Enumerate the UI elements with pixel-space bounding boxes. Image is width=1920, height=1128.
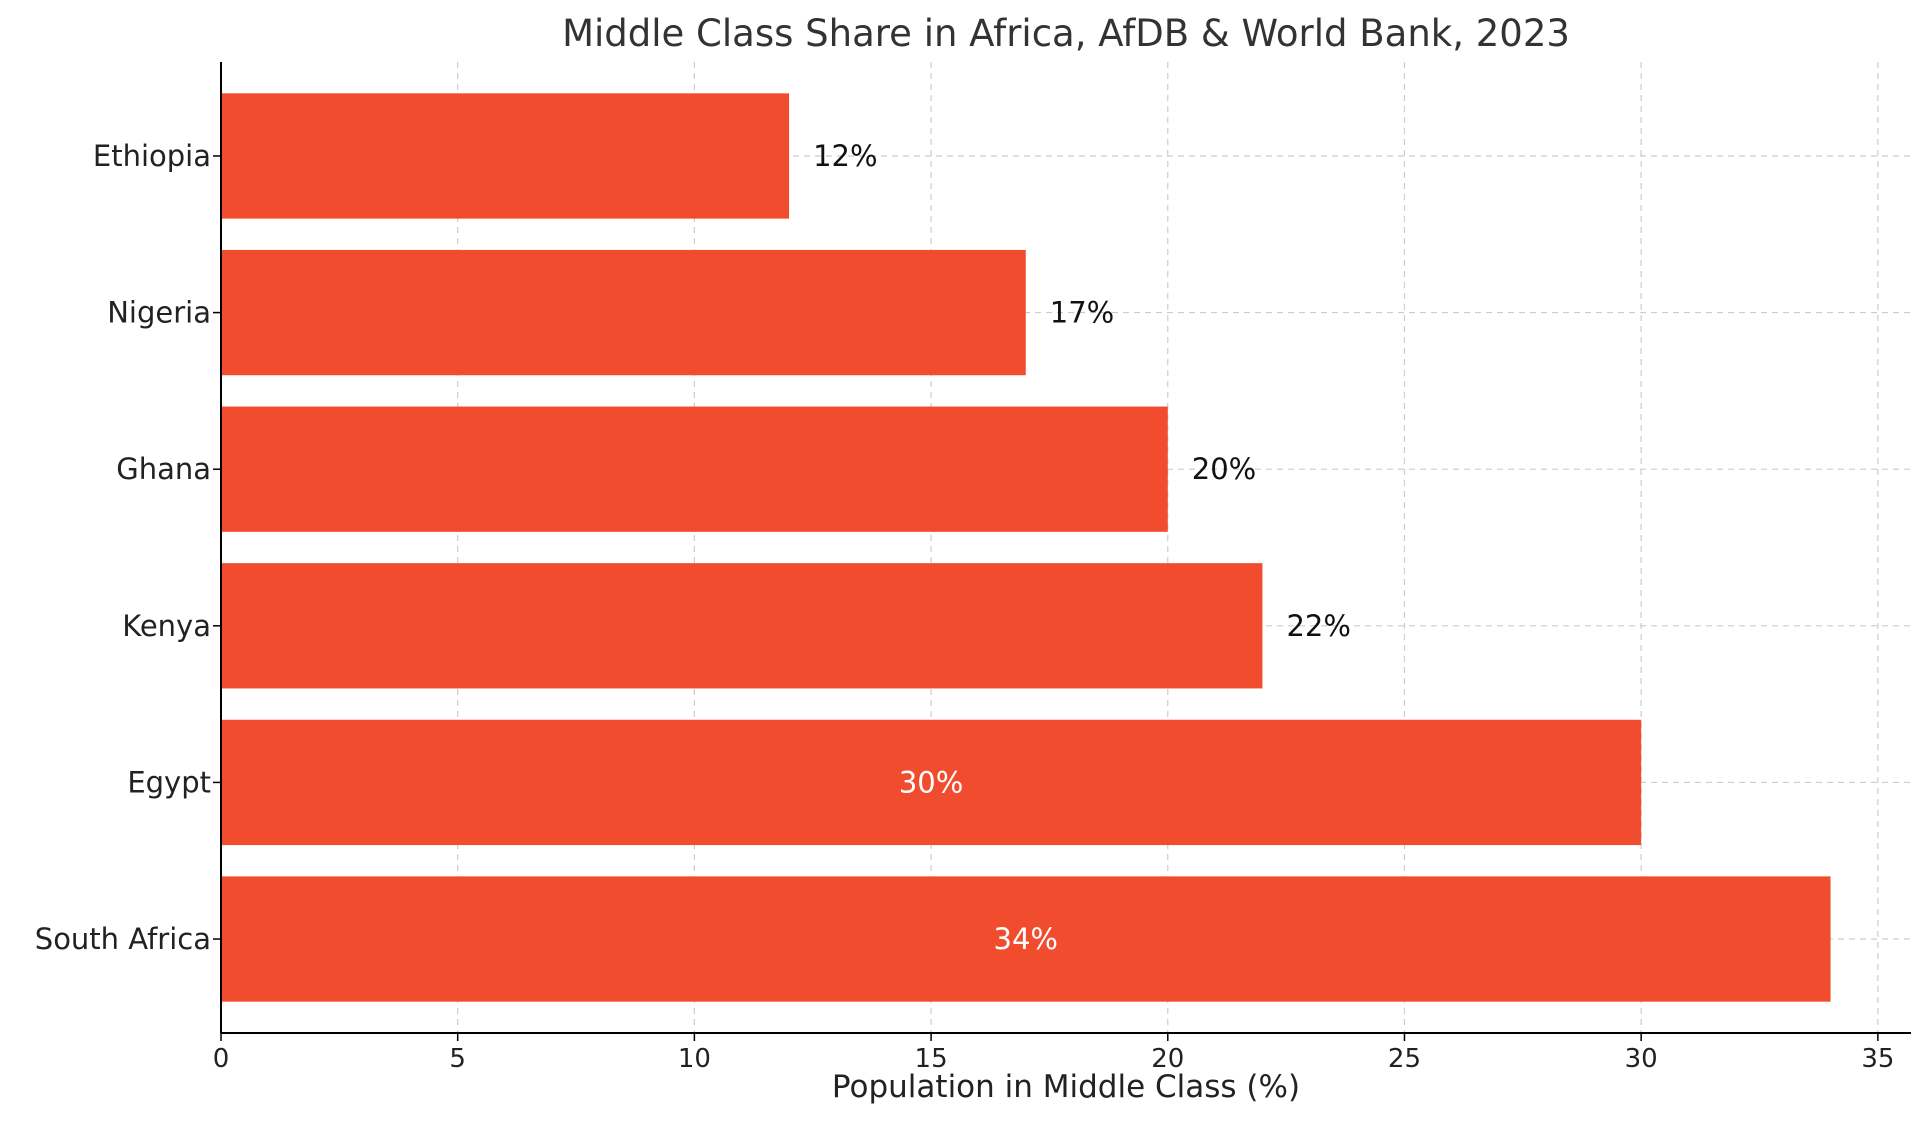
bar-kenya — [221, 563, 1263, 689]
y-axis-ticks: Ethiopia Nigeria Ghana Kenya Egypt South Afri… — [35, 139, 221, 956]
data-label: 22% — [1286, 609, 1350, 643]
bar-south-africa — [221, 876, 1831, 1002]
bar-ghana — [221, 406, 1168, 532]
x-tick-label: 15 — [915, 1044, 948, 1074]
chart-title: Middle Class Share in Africa, AfDB & Wor… — [562, 12, 1570, 55]
bar-egypt — [221, 719, 1642, 846]
bar-nigeria — [221, 249, 1026, 376]
y-tick-label: South Africa — [35, 922, 211, 956]
y-tick-label: Kenya — [122, 609, 211, 643]
bars — [221, 93, 1831, 1002]
y-tick-label: Ghana — [116, 452, 211, 486]
y-tick-label: Nigeria — [107, 296, 211, 330]
data-label: 30% — [899, 765, 963, 799]
x-tick-label: 30 — [1625, 1044, 1658, 1074]
bar-ethiopia — [221, 93, 790, 219]
data-label: 20% — [1192, 452, 1256, 486]
data-label: 34% — [994, 922, 1058, 956]
y-tick-label: Egypt — [127, 765, 211, 799]
x-axis-label: Population in Middle Class (%) — [832, 1069, 1300, 1105]
data-labels: 12% 17% 20% 22% 30% 34% — [813, 139, 1351, 956]
axes — [220, 62, 1911, 1034]
x-tick-label: 20 — [1151, 1044, 1184, 1074]
x-axis-ticks: 0 5 10 15 20 25 30 35 — [213, 1033, 1894, 1074]
x-tick-label: 0 — [213, 1044, 230, 1074]
x-tick-label: 5 — [449, 1044, 466, 1074]
x-tick-label: 25 — [1388, 1044, 1421, 1074]
data-label: 17% — [1050, 296, 1114, 330]
x-tick-label: 35 — [1861, 1044, 1894, 1074]
y-tick-label: Ethiopia — [93, 139, 211, 173]
x-tick-label: 10 — [678, 1044, 711, 1074]
data-label: 12% — [813, 139, 877, 173]
